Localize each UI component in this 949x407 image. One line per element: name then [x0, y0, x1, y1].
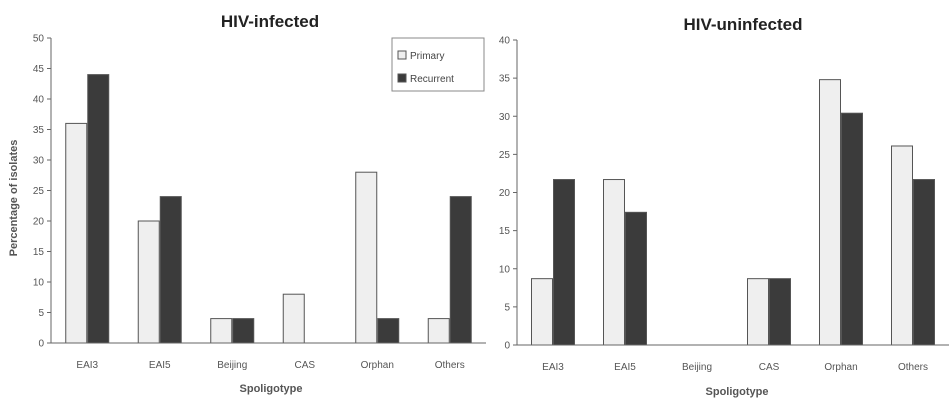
y-tick-label: 15	[499, 226, 511, 237]
bar-recurrent-eai5	[159, 196, 182, 344]
y-tick-label: 10	[499, 264, 511, 275]
y-tick-label: 20	[499, 188, 511, 199]
y-tick-label: 35	[33, 125, 45, 136]
x-tick-label: Beijing	[682, 362, 712, 373]
x-tick-label: Orphan	[824, 362, 857, 373]
bar-primary-cas	[747, 278, 769, 346]
x-tick-label: CAS	[759, 362, 780, 373]
x-tick-label: Others	[898, 362, 928, 373]
y-tick-label: 5	[504, 302, 510, 313]
bar-primary-eai5	[137, 220, 160, 344]
x-tick-label: EAI3	[542, 362, 564, 373]
legend-box	[391, 37, 485, 92]
x-tick-label: EAI5	[614, 362, 636, 373]
y-tick-label: 25	[33, 186, 45, 197]
x-axis-label: Spoligotype	[240, 383, 303, 395]
panel-hiv-uninfected: HIV-uninfected Spoligotype 0 5 10 15 20 25 30 3…	[499, 15, 949, 398]
legend-swatch-primary	[397, 50, 407, 60]
x-tick-label: Others	[435, 360, 465, 371]
bar-recurrent-others	[449, 196, 472, 344]
bar-recurrent-beijing	[232, 318, 255, 344]
y-tick-label: 35	[499, 74, 511, 85]
y-tick-label: 50	[33, 34, 45, 45]
y-tick-label: 25	[499, 150, 511, 161]
bar-primary-others	[427, 318, 450, 344]
bar-primary-eai5	[603, 179, 625, 346]
y-tick-label: 30	[499, 112, 511, 123]
y-tick-label: 15	[33, 247, 45, 258]
x-tick-label: Orphan	[361, 360, 394, 371]
bar-recurrent-eai5	[625, 211, 647, 346]
bar-recurrent-orphan	[377, 318, 400, 344]
bar-primary-eai3	[531, 278, 553, 346]
y-tick-label: 30	[33, 156, 45, 167]
bar-primary-beijing	[210, 318, 233, 344]
y-tick-label: 40	[499, 36, 511, 47]
y-axis-label: Percentage of isolates	[8, 140, 20, 257]
chart-title-hiv-infected: HIV-infected	[221, 12, 319, 31]
x-tick-label: EAI3	[76, 360, 98, 371]
bar-primary-cas	[282, 293, 305, 344]
bar-recurrent-eai3	[87, 74, 110, 344]
bar-recurrent-cas	[769, 278, 791, 346]
y-tick-label: 0	[504, 341, 510, 352]
y-tick-label: 0	[38, 339, 44, 350]
y-tick-label: 20	[33, 217, 45, 228]
panel-hiv-infected: HIV-infected Percentage of isolates Spol…	[8, 12, 486, 395]
y-tick-label: 5	[38, 308, 44, 319]
bar-primary-others	[891, 145, 913, 346]
legend: Primary Recurrent	[391, 37, 485, 92]
y-tick-label: 40	[33, 95, 45, 106]
bar-primary-orphan	[355, 171, 378, 344]
y-tick-label: 45	[33, 64, 45, 75]
chart-title-hiv-uninfected: HIV-uninfected	[683, 15, 802, 34]
x-tick-label: EAI5	[149, 360, 171, 371]
legend-swatch-recurrent	[397, 73, 407, 83]
y-tick-label: 10	[33, 278, 45, 289]
x-axis-label-right: Spoligotype	[706, 386, 769, 398]
bar-recurrent-orphan	[841, 112, 863, 346]
bar-primary-orphan	[819, 79, 841, 346]
x-tick-label: Beijing	[217, 360, 247, 371]
bar-recurrent-eai3	[553, 179, 575, 346]
x-tick-label: CAS	[294, 360, 315, 371]
legend-label-recurrent: Recurrent	[410, 74, 454, 85]
bar-recurrent-others	[913, 179, 935, 346]
bar-primary-eai3	[65, 122, 88, 344]
legend-label-primary: Primary	[410, 51, 444, 62]
